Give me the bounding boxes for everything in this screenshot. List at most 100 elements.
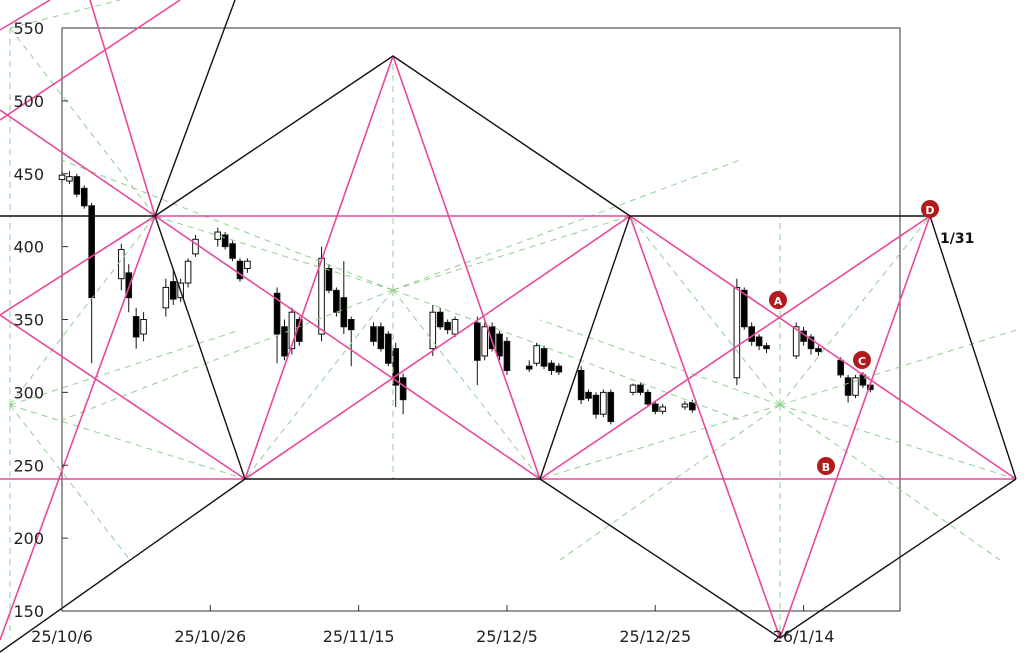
annotation: C — [858, 355, 866, 368]
candle-body — [451, 319, 459, 335]
annotation: A — [774, 295, 783, 308]
candle-body — [66, 176, 73, 182]
candle-body — [555, 365, 563, 373]
candle-body — [503, 340, 511, 372]
candle-body — [385, 333, 392, 364]
x-tick-label: 25/10/6 — [31, 627, 93, 646]
candle-body — [659, 406, 666, 412]
candle-body — [162, 286, 170, 309]
candle-body — [844, 377, 852, 396]
candle-body — [88, 205, 95, 299]
candle-body — [540, 348, 548, 367]
candle-body — [607, 391, 615, 423]
annotations: A B C D 1/31 — [769, 200, 974, 475]
marker — [853, 351, 871, 369]
candle-body — [273, 292, 281, 335]
candle-body — [733, 286, 741, 379]
candle-body — [244, 260, 251, 269]
y-tick-label: 250 — [13, 456, 44, 475]
candle-body — [399, 377, 407, 401]
y-tick-label: 550 — [13, 19, 44, 38]
candle-body — [600, 391, 607, 415]
candle-body — [792, 326, 800, 357]
candle-body — [80, 187, 88, 207]
y-tick-label: 150 — [13, 602, 44, 621]
candle-body — [755, 336, 763, 347]
candle-body — [229, 243, 236, 259]
candle-body — [58, 174, 66, 181]
candle-body — [132, 316, 140, 338]
marker — [817, 457, 835, 475]
marker — [769, 291, 787, 309]
y-tick-label: 200 — [13, 529, 44, 548]
x-tick-label: 25/11/15 — [323, 627, 395, 646]
candle-body — [681, 403, 689, 408]
annotation: B — [822, 461, 830, 474]
candle-body — [592, 394, 600, 415]
annotation: D — [925, 204, 934, 217]
dashed-guide — [539, 215, 1017, 638]
candle-body — [340, 297, 348, 328]
candle-body — [651, 403, 659, 412]
y-tick-label: 300 — [13, 383, 44, 402]
candle-body — [281, 326, 288, 357]
y-tick-label: 500 — [13, 92, 44, 111]
y-tick-label: 350 — [13, 311, 44, 330]
marker — [921, 200, 939, 218]
candle-body — [473, 321, 481, 361]
candles — [58, 170, 874, 425]
candle-body — [325, 267, 333, 291]
x-tick-label: 25/12/25 — [619, 627, 691, 646]
x-tick-label: 25/10/26 — [174, 627, 246, 646]
candle-body — [837, 359, 844, 376]
candle-body — [525, 365, 533, 370]
candle-body — [533, 345, 540, 364]
x-tick-label: 26/1/14 — [773, 627, 835, 646]
candle-body — [333, 289, 340, 313]
candle-body — [629, 384, 637, 393]
candle-body — [689, 402, 696, 411]
candle-body — [548, 362, 555, 372]
axes: 150 200 250 300 350 400 450 500 550 25/10/6 25/10/… — [13, 19, 834, 646]
candle-body — [763, 345, 770, 350]
candle-body — [496, 333, 503, 357]
candle-body — [370, 326, 377, 342]
candle-body — [392, 348, 400, 386]
candle-body — [347, 319, 355, 331]
candle-body — [73, 176, 81, 195]
candle-body — [577, 370, 585, 401]
candle-body — [140, 319, 147, 335]
candle-body — [318, 257, 325, 335]
candle-body — [644, 391, 652, 405]
candle-body — [214, 231, 222, 240]
candle-body — [585, 391, 592, 399]
candle-body — [429, 311, 437, 350]
candle-body — [169, 281, 177, 300]
pink-line — [0, 0, 1017, 641]
candle-body — [236, 260, 244, 280]
candle-body — [481, 326, 489, 357]
candle-body — [436, 311, 444, 328]
candle-body — [637, 384, 644, 393]
candle-body — [807, 336, 815, 350]
candle-body — [852, 377, 859, 396]
dashed-guide — [9, 0, 246, 638]
candle-body — [815, 348, 822, 353]
dashed-guide — [61, 56, 741, 480]
candle-body — [192, 238, 199, 255]
candle-body — [221, 234, 229, 248]
y-tick-label: 400 — [13, 238, 44, 257]
candle-body — [444, 321, 451, 331]
candle-body — [184, 260, 192, 284]
candle-body — [488, 326, 496, 350]
candle-body — [118, 249, 125, 280]
y-tick-label: 450 — [13, 165, 44, 184]
candle-body — [740, 289, 748, 328]
annotation: 1/31 — [940, 231, 974, 247]
candle-body — [125, 272, 133, 299]
